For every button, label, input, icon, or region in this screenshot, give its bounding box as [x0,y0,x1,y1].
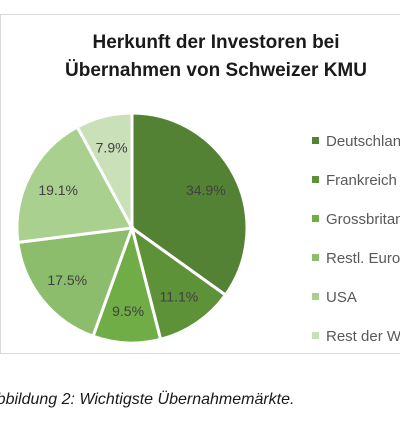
pie-data-label-0: 34.9% [186,182,226,198]
legend-swatch-1 [312,176,319,183]
figure-caption: Abbildung 2: Wichtigste Übernahmemärkte. [0,391,295,408]
pie-chart: 34.9% 11.1% 9.5% 17.5% 19.1% 7.9% Deutschland F… [15,111,400,345]
legend-label-2: Grossbritannien [326,211,400,228]
legend-label-4: USA [326,289,357,306]
pie-slice-3 [16,226,135,339]
pie-data-label-2: 9.5% [112,303,144,319]
pie-data-label-1: 11.1% [160,289,199,305]
pie-slice-1 [129,224,228,342]
legend-label-1: Frankreich [326,172,397,189]
pie-slice-4 [15,124,135,245]
legend-label-3: Restl. Europa [326,250,400,267]
chart-frame: Herkunft der Investoren bei Übernahmen v… [0,14,400,354]
pie-data-label-5: 7.9% [96,140,128,156]
chart-title-line-2: Übernahmen von Schweizer KMU [65,60,367,81]
pie-data-label-3: 17.5% [47,272,87,288]
legend-swatch-5 [312,332,319,339]
legend-swatch-4 [312,293,319,300]
legend-swatch-2 [312,215,319,222]
legend-label-5: Rest der Welt [326,328,400,345]
pie-slice-5 [75,111,134,229]
legend-label-0: Deutschland [326,133,400,150]
legend-swatch-0 [312,137,319,144]
pie-slice-0 [130,111,249,298]
legend-swatch-3 [312,254,319,261]
chart-title-line-1: Herkunft der Investoren bei [92,32,340,53]
chart-title: Herkunft der Investoren bei Übernahmen v… [1,29,400,85]
pie-data-label-4: 19.1% [38,182,78,198]
